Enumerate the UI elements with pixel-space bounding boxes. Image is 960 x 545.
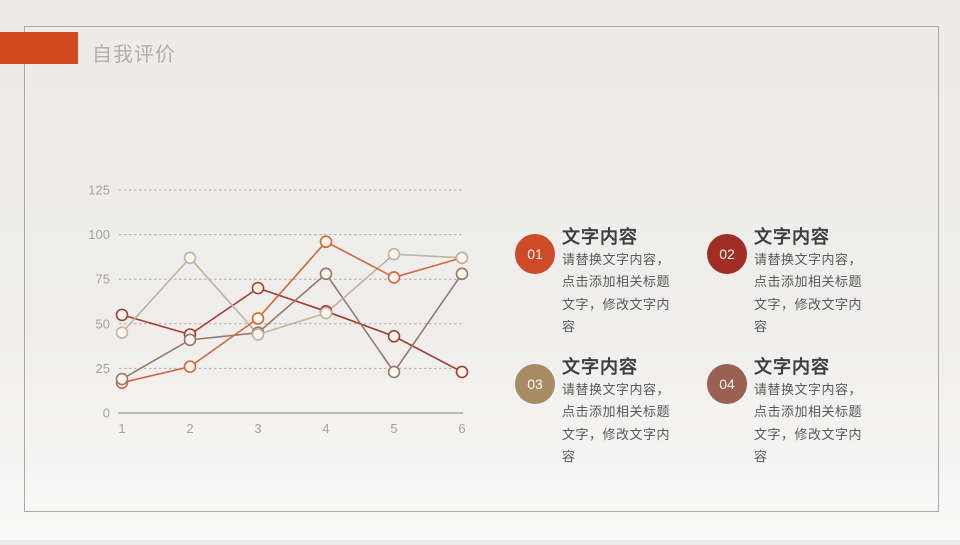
block-body: 请替换文字内容，点击添加相关标题文字，修改文字内容 <box>754 252 863 335</box>
number-badge-02: 02 <box>707 234 747 274</box>
svg-text:3: 3 <box>254 421 261 436</box>
svg-text:75: 75 <box>96 272 110 287</box>
svg-text:4: 4 <box>322 421 329 436</box>
page-title: 自我评价 <box>92 44 176 66</box>
content-text-01: 文字内容 请替换文字内容，点击添加相关标题文字，修改文字内容 <box>562 226 674 339</box>
content-block-03: 03 文字内容 请替换文字内容，点击添加相关标题文字，修改文字内容 <box>515 356 674 469</box>
svg-text:25: 25 <box>96 361 110 376</box>
content-block-01: 01 文字内容 请替换文字内容，点击添加相关标题文字，修改文字内容 <box>515 226 674 339</box>
svg-text:2: 2 <box>186 421 193 436</box>
number-badge-03: 03 <box>515 364 555 404</box>
svg-text:1: 1 <box>118 421 125 436</box>
number-badge-01: 01 <box>515 234 555 274</box>
svg-text:0: 0 <box>103 406 110 421</box>
svg-text:100: 100 <box>88 227 110 242</box>
block-title: 文字内容 <box>754 227 830 247</box>
svg-text:50: 50 <box>96 316 110 331</box>
content-block-04: 04 文字内容 请替换文字内容，点击添加相关标题文字，修改文字内容 <box>707 356 866 469</box>
block-title: 文字内容 <box>754 357 830 377</box>
svg-text:6: 6 <box>458 421 465 436</box>
number-badge-04: 04 <box>707 364 747 404</box>
block-body: 请替换文字内容，点击添加相关标题文字，修改文字内容 <box>562 382 671 465</box>
content-text-03: 文字内容 请替换文字内容，点击添加相关标题文字，修改文字内容 <box>562 356 674 469</box>
content-text-04: 文字内容 请替换文字内容，点击添加相关标题文字，修改文字内容 <box>754 356 866 469</box>
block-title: 文字内容 <box>562 357 638 377</box>
block-body: 请替换文字内容，点击添加相关标题文字，修改文字内容 <box>754 382 863 465</box>
block-body: 请替换文字内容，点击添加相关标题文字，修改文字内容 <box>562 252 671 335</box>
content-block-02: 02 文字内容 请替换文字内容，点击添加相关标题文字，修改文字内容 <box>707 226 866 339</box>
svg-text:125: 125 <box>88 183 110 198</box>
block-title: 文字内容 <box>562 227 638 247</box>
title-accent-bar <box>0 32 78 64</box>
content-text-02: 文字内容 请替换文字内容，点击添加相关标题文字，修改文字内容 <box>754 226 866 339</box>
svg-text:5: 5 <box>390 421 397 436</box>
